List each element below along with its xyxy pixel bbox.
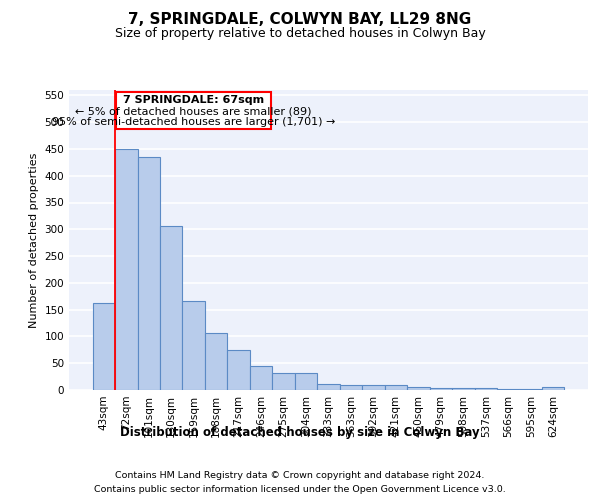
Text: Contains HM Land Registry data © Crown copyright and database right 2024.: Contains HM Land Registry data © Crown c… (115, 472, 485, 480)
Bar (452, 388, 475, 390)
Text: 7 SPRINGDALE: 67sqm: 7 SPRINGDALE: 67sqm (123, 95, 264, 105)
Bar (430, 388, 452, 390)
Bar (542, 388, 565, 390)
Bar (340, 384, 362, 390)
Bar (250, 366, 272, 390)
Bar (182, 300, 205, 390)
Bar (317, 384, 340, 390)
Bar (362, 385, 385, 390)
Text: ← 5% of detached houses are smaller (89): ← 5% of detached houses are smaller (89) (76, 106, 312, 116)
Bar (205, 333, 227, 390)
Bar (475, 388, 497, 390)
Bar (92, 302, 115, 390)
Text: Size of property relative to detached houses in Colwyn Bay: Size of property relative to detached ho… (115, 28, 485, 40)
Bar (295, 373, 317, 390)
Bar (407, 388, 430, 390)
Bar (160, 226, 182, 390)
Bar (116, 92, 271, 128)
Bar (497, 389, 520, 390)
Text: 7, SPRINGDALE, COLWYN BAY, LL29 8NG: 7, SPRINGDALE, COLWYN BAY, LL29 8NG (128, 12, 472, 28)
Bar (115, 149, 137, 390)
Bar (272, 373, 295, 390)
Bar (227, 350, 250, 390)
Bar (385, 385, 407, 390)
Text: 95% of semi-detached houses are larger (1,701) →: 95% of semi-detached houses are larger (… (52, 117, 335, 127)
Bar (137, 157, 160, 390)
Y-axis label: Number of detached properties: Number of detached properties (29, 152, 39, 328)
Text: Contains public sector information licensed under the Open Government Licence v3: Contains public sector information licen… (94, 484, 506, 494)
Text: Distribution of detached houses by size in Colwyn Bay: Distribution of detached houses by size … (120, 426, 480, 439)
